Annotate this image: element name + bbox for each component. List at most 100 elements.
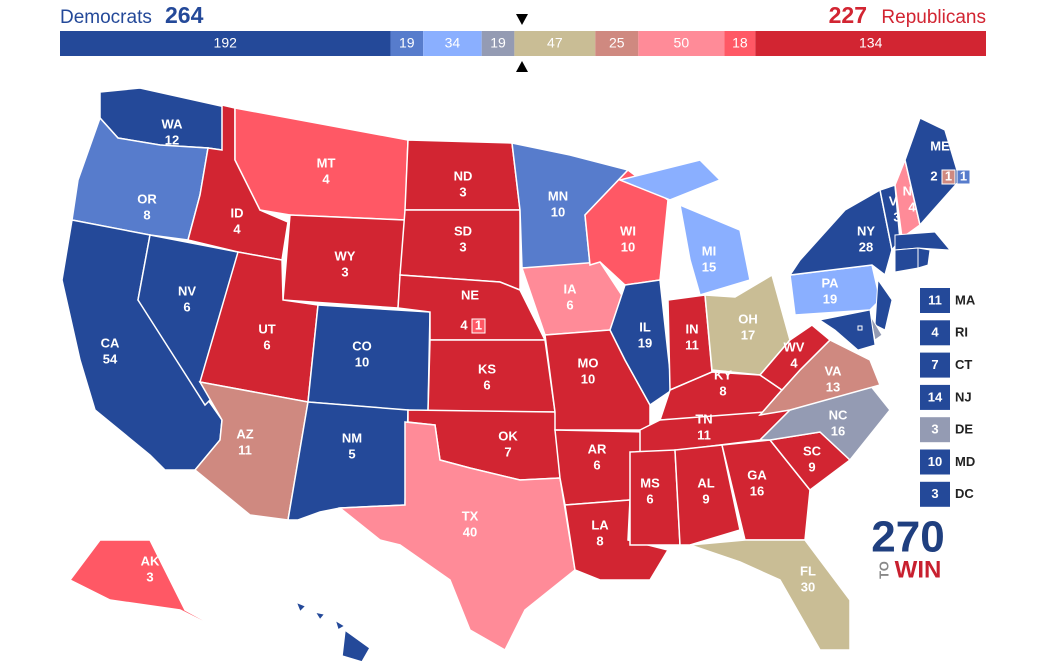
- state-abbr: IA: [564, 281, 578, 296]
- district-box: [471, 318, 486, 334]
- state-shape: [721, 439, 811, 541]
- small-state-abbr: MD: [955, 454, 975, 469]
- state-votes: 10: [355, 354, 369, 369]
- state-votes: 16: [831, 423, 845, 438]
- state-abbr: GA: [747, 467, 767, 482]
- state-shape: [894, 231, 952, 251]
- state-votes: 6: [593, 457, 600, 472]
- state-shape: [904, 116, 961, 227]
- small-state-abbr: NJ: [955, 389, 972, 404]
- state-abbr: KY: [714, 367, 732, 382]
- arrow-down: [516, 14, 528, 25]
- state-votes: 19: [638, 335, 652, 350]
- state-votes: 6: [483, 377, 490, 392]
- state-abbr: AK: [141, 553, 160, 568]
- small-state-box: [920, 481, 950, 507]
- small-state-box: [920, 320, 950, 346]
- state-abbr: CO: [352, 338, 372, 353]
- state-abbr: IL: [639, 319, 651, 334]
- segment-label: 19: [490, 35, 506, 51]
- state-abbr: NM: [342, 430, 362, 445]
- state-abbr: NC: [829, 407, 848, 422]
- small-state-abbr: RI: [955, 325, 968, 340]
- state-shape: [758, 324, 832, 391]
- state-abbr: NE: [461, 287, 479, 302]
- arrow-up: [516, 61, 528, 72]
- state-abbr: OR: [137, 191, 157, 206]
- state-votes: 40: [463, 524, 477, 539]
- state-votes: 10: [551, 204, 565, 219]
- state-votes: 12: [165, 132, 179, 147]
- state-votes: 11: [238, 442, 252, 457]
- district-votes: 1: [960, 168, 967, 183]
- state-shape: [894, 247, 919, 273]
- state-shape: [788, 188, 893, 277]
- small-state-abbr: CT: [955, 357, 972, 372]
- state-abbr: MI: [702, 243, 716, 258]
- state-abbr: PA: [821, 275, 839, 290]
- state-abbr: SC: [803, 443, 822, 458]
- district-votes: 1: [945, 168, 952, 183]
- bar-segment: [423, 31, 482, 56]
- bar-segment: [390, 31, 424, 56]
- state-votes: 4: [233, 221, 241, 236]
- state-votes: 8: [143, 207, 150, 222]
- state-shape: [294, 600, 308, 614]
- state-votes: 9: [808, 459, 815, 474]
- small-state-box: [920, 288, 950, 313]
- state-abbr: TN: [695, 411, 712, 426]
- state-abbr: UT: [258, 321, 275, 336]
- state-votes: 13: [826, 379, 840, 394]
- state-shape: [617, 159, 722, 201]
- state-abbr: WA: [162, 116, 184, 131]
- state-votes: 28: [859, 239, 873, 254]
- state-shape: [313, 610, 327, 622]
- state-abbr: FL: [800, 563, 816, 578]
- state-votes: 4: [460, 317, 468, 332]
- state-abbr: LA: [591, 517, 609, 532]
- state-votes: 6: [183, 299, 190, 314]
- state-votes: 11: [685, 337, 699, 352]
- state-abbr: WV: [784, 339, 805, 354]
- small-state-votes: 3: [931, 422, 938, 437]
- state-abbr: OH: [738, 311, 758, 326]
- logo-number: 270: [871, 513, 944, 562]
- state-votes: 10: [621, 239, 635, 254]
- small-state-votes: 7: [931, 357, 938, 372]
- state-abbr: TX: [462, 508, 479, 523]
- state-votes: 8: [719, 383, 726, 398]
- state-votes: 6: [263, 337, 270, 352]
- state-abbr: AZ: [236, 426, 253, 441]
- vote-bar: 192 19 34 19 47 25 50 18 134: [60, 31, 986, 56]
- segment-label: 18: [732, 35, 748, 51]
- bar-segment: [481, 31, 515, 56]
- segment-label: 134: [859, 35, 883, 51]
- segment-label: 192: [214, 35, 238, 51]
- segment-label: 19: [399, 35, 415, 51]
- state-shape: [629, 449, 681, 546]
- segment-label: 25: [609, 35, 625, 51]
- state-shape: [689, 539, 851, 651]
- state-shape: [917, 247, 931, 269]
- district-votes: 1: [475, 317, 482, 332]
- logo-to: TO: [876, 561, 891, 579]
- district-box: [941, 169, 956, 185]
- state-votes: 4: [908, 199, 916, 214]
- bar-segment: [755, 31, 986, 56]
- state-shape: [341, 628, 371, 663]
- state-abbr: AL: [697, 475, 714, 490]
- dem-label: Democrats: [60, 7, 152, 28]
- state-votes: 9: [702, 491, 709, 506]
- state-votes: 8: [596, 533, 603, 548]
- state-shape: [679, 203, 751, 296]
- state-votes: 11: [697, 427, 711, 442]
- state-abbr: MS: [640, 475, 660, 490]
- state-votes: 15: [702, 259, 716, 274]
- state-shape: [874, 278, 893, 331]
- state-votes: 4: [318, 639, 326, 654]
- small-state-abbr: DC: [955, 486, 974, 501]
- state-abbr: HI: [316, 623, 329, 638]
- state-votes: 3: [459, 184, 466, 199]
- district-box: [956, 169, 971, 185]
- state-abbr: AR: [588, 441, 607, 456]
